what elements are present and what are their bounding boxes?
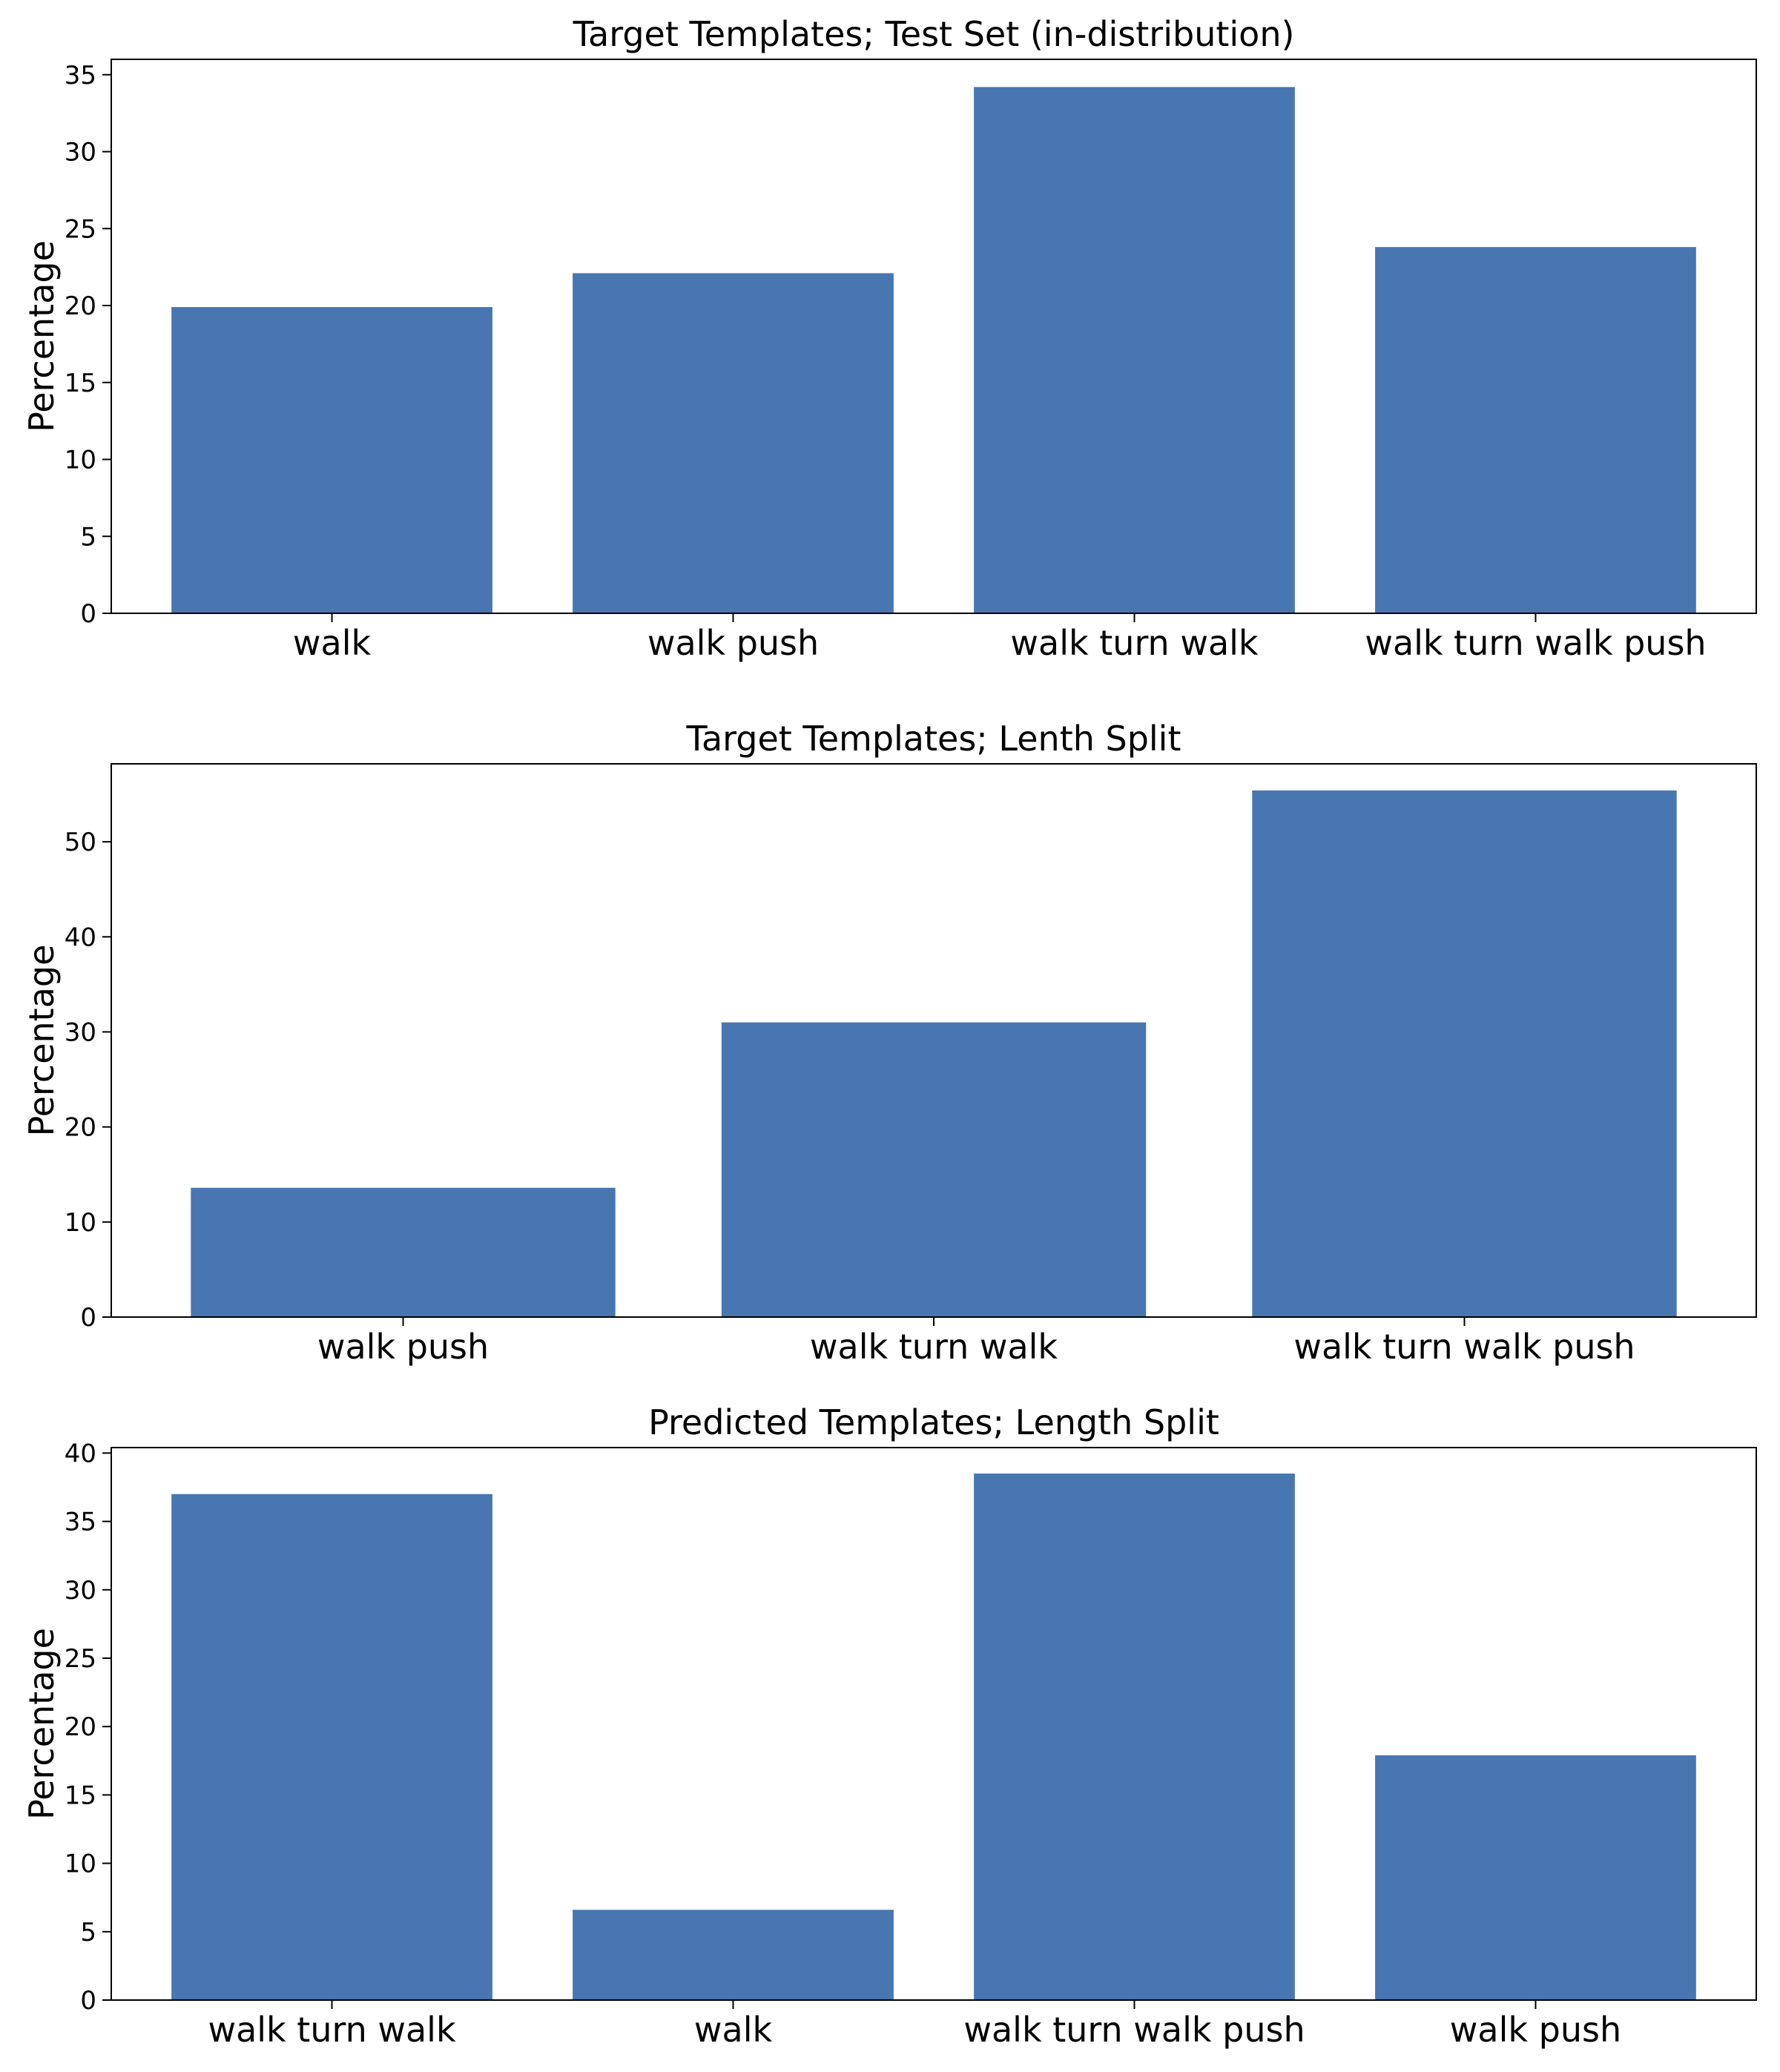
chart-panel-1: walk walk push walk turn walk walk turn wal… (22, 14, 1757, 663)
y-tick-label: 15 (65, 369, 96, 398)
chart-title: Target Templates; Lenth Split (686, 719, 1181, 759)
y-axis-label: Percentage (22, 1628, 62, 1820)
y-tick-label: 5 (80, 522, 96, 552)
y-tick-label: 10 (65, 446, 96, 475)
y-tick-label: 20 (65, 1712, 96, 1742)
y-tick-label: 5 (80, 1918, 96, 1947)
bar-walk-turn-walk-push (974, 1474, 1295, 2000)
bar-walk-push (573, 273, 894, 613)
y-tick-label: 25 (65, 214, 96, 244)
x-tick-label: walk turn walk push (963, 2010, 1305, 2050)
bar-walk-push (1375, 1755, 1696, 2000)
y-tick-label: 15 (65, 1781, 96, 1810)
x-tick-label: walk (694, 2010, 773, 2050)
x-tick-label: walk turn walk (208, 2010, 456, 2050)
y-tick-label: 0 (80, 1303, 96, 1333)
bar-walk-turn-walk (974, 87, 1295, 614)
y-axis-label: Percentage (22, 240, 62, 432)
x-tick-label: walk turn walk (810, 1327, 1058, 1367)
x-tick-label: walk push (1450, 2010, 1621, 2050)
y-tick-label: 30 (65, 1576, 96, 1606)
chart-panel-3: walk turn walk walk walk turn walk push wal… (22, 1402, 1757, 2050)
y-tick-label: 30 (65, 138, 96, 168)
y-tick-label: 40 (65, 1439, 96, 1468)
y-tick-label: 30 (65, 1017, 96, 1047)
y-tick-label: 40 (65, 923, 96, 952)
x-tick-label: walk turn walk push (1293, 1327, 1635, 1367)
y-tick-label: 50 (65, 828, 96, 857)
bar-walk (171, 307, 492, 613)
y-tick-label: 20 (65, 291, 96, 321)
y-tick-label: 25 (65, 1644, 96, 1674)
bar-walk-turn-walk (721, 1022, 1147, 1317)
chart-title: Predicted Templates; Length Split (648, 1402, 1219, 1442)
y-axis-label: Percentage (22, 945, 62, 1137)
y-tick-label: 10 (65, 1208, 96, 1238)
x-tick-label: walk push (647, 623, 819, 663)
bar-walk-turn-walk (171, 1494, 492, 2000)
y-tick-label: 10 (65, 1850, 96, 1879)
bar-walk (573, 1910, 894, 2000)
y-tick-label: 20 (65, 1113, 96, 1143)
y-tick-label: 35 (65, 1508, 96, 1537)
x-tick-label: walk push (317, 1327, 489, 1367)
bar-walk-push (191, 1187, 616, 1317)
y-tick-label: 0 (80, 1986, 96, 2016)
chart-title: Target Templates; Test Set (in-distribut… (573, 14, 1295, 54)
x-tick-label: walk turn walk push (1365, 623, 1706, 663)
bar-walk-turn-walk-push (1252, 790, 1677, 1317)
y-tick-label: 0 (80, 599, 96, 629)
chart-panel-2: walk push walk turn walk walk turn walk pu… (22, 719, 1757, 1367)
bar-walk-turn-walk-push (1375, 247, 1696, 613)
x-tick-label: walk (293, 623, 372, 663)
plot-frame (111, 763, 1757, 1318)
x-tick-label: walk turn walk (1010, 623, 1259, 663)
plot-frame (111, 59, 1757, 614)
y-tick-label: 35 (65, 61, 96, 90)
plot-frame (111, 1447, 1757, 2001)
